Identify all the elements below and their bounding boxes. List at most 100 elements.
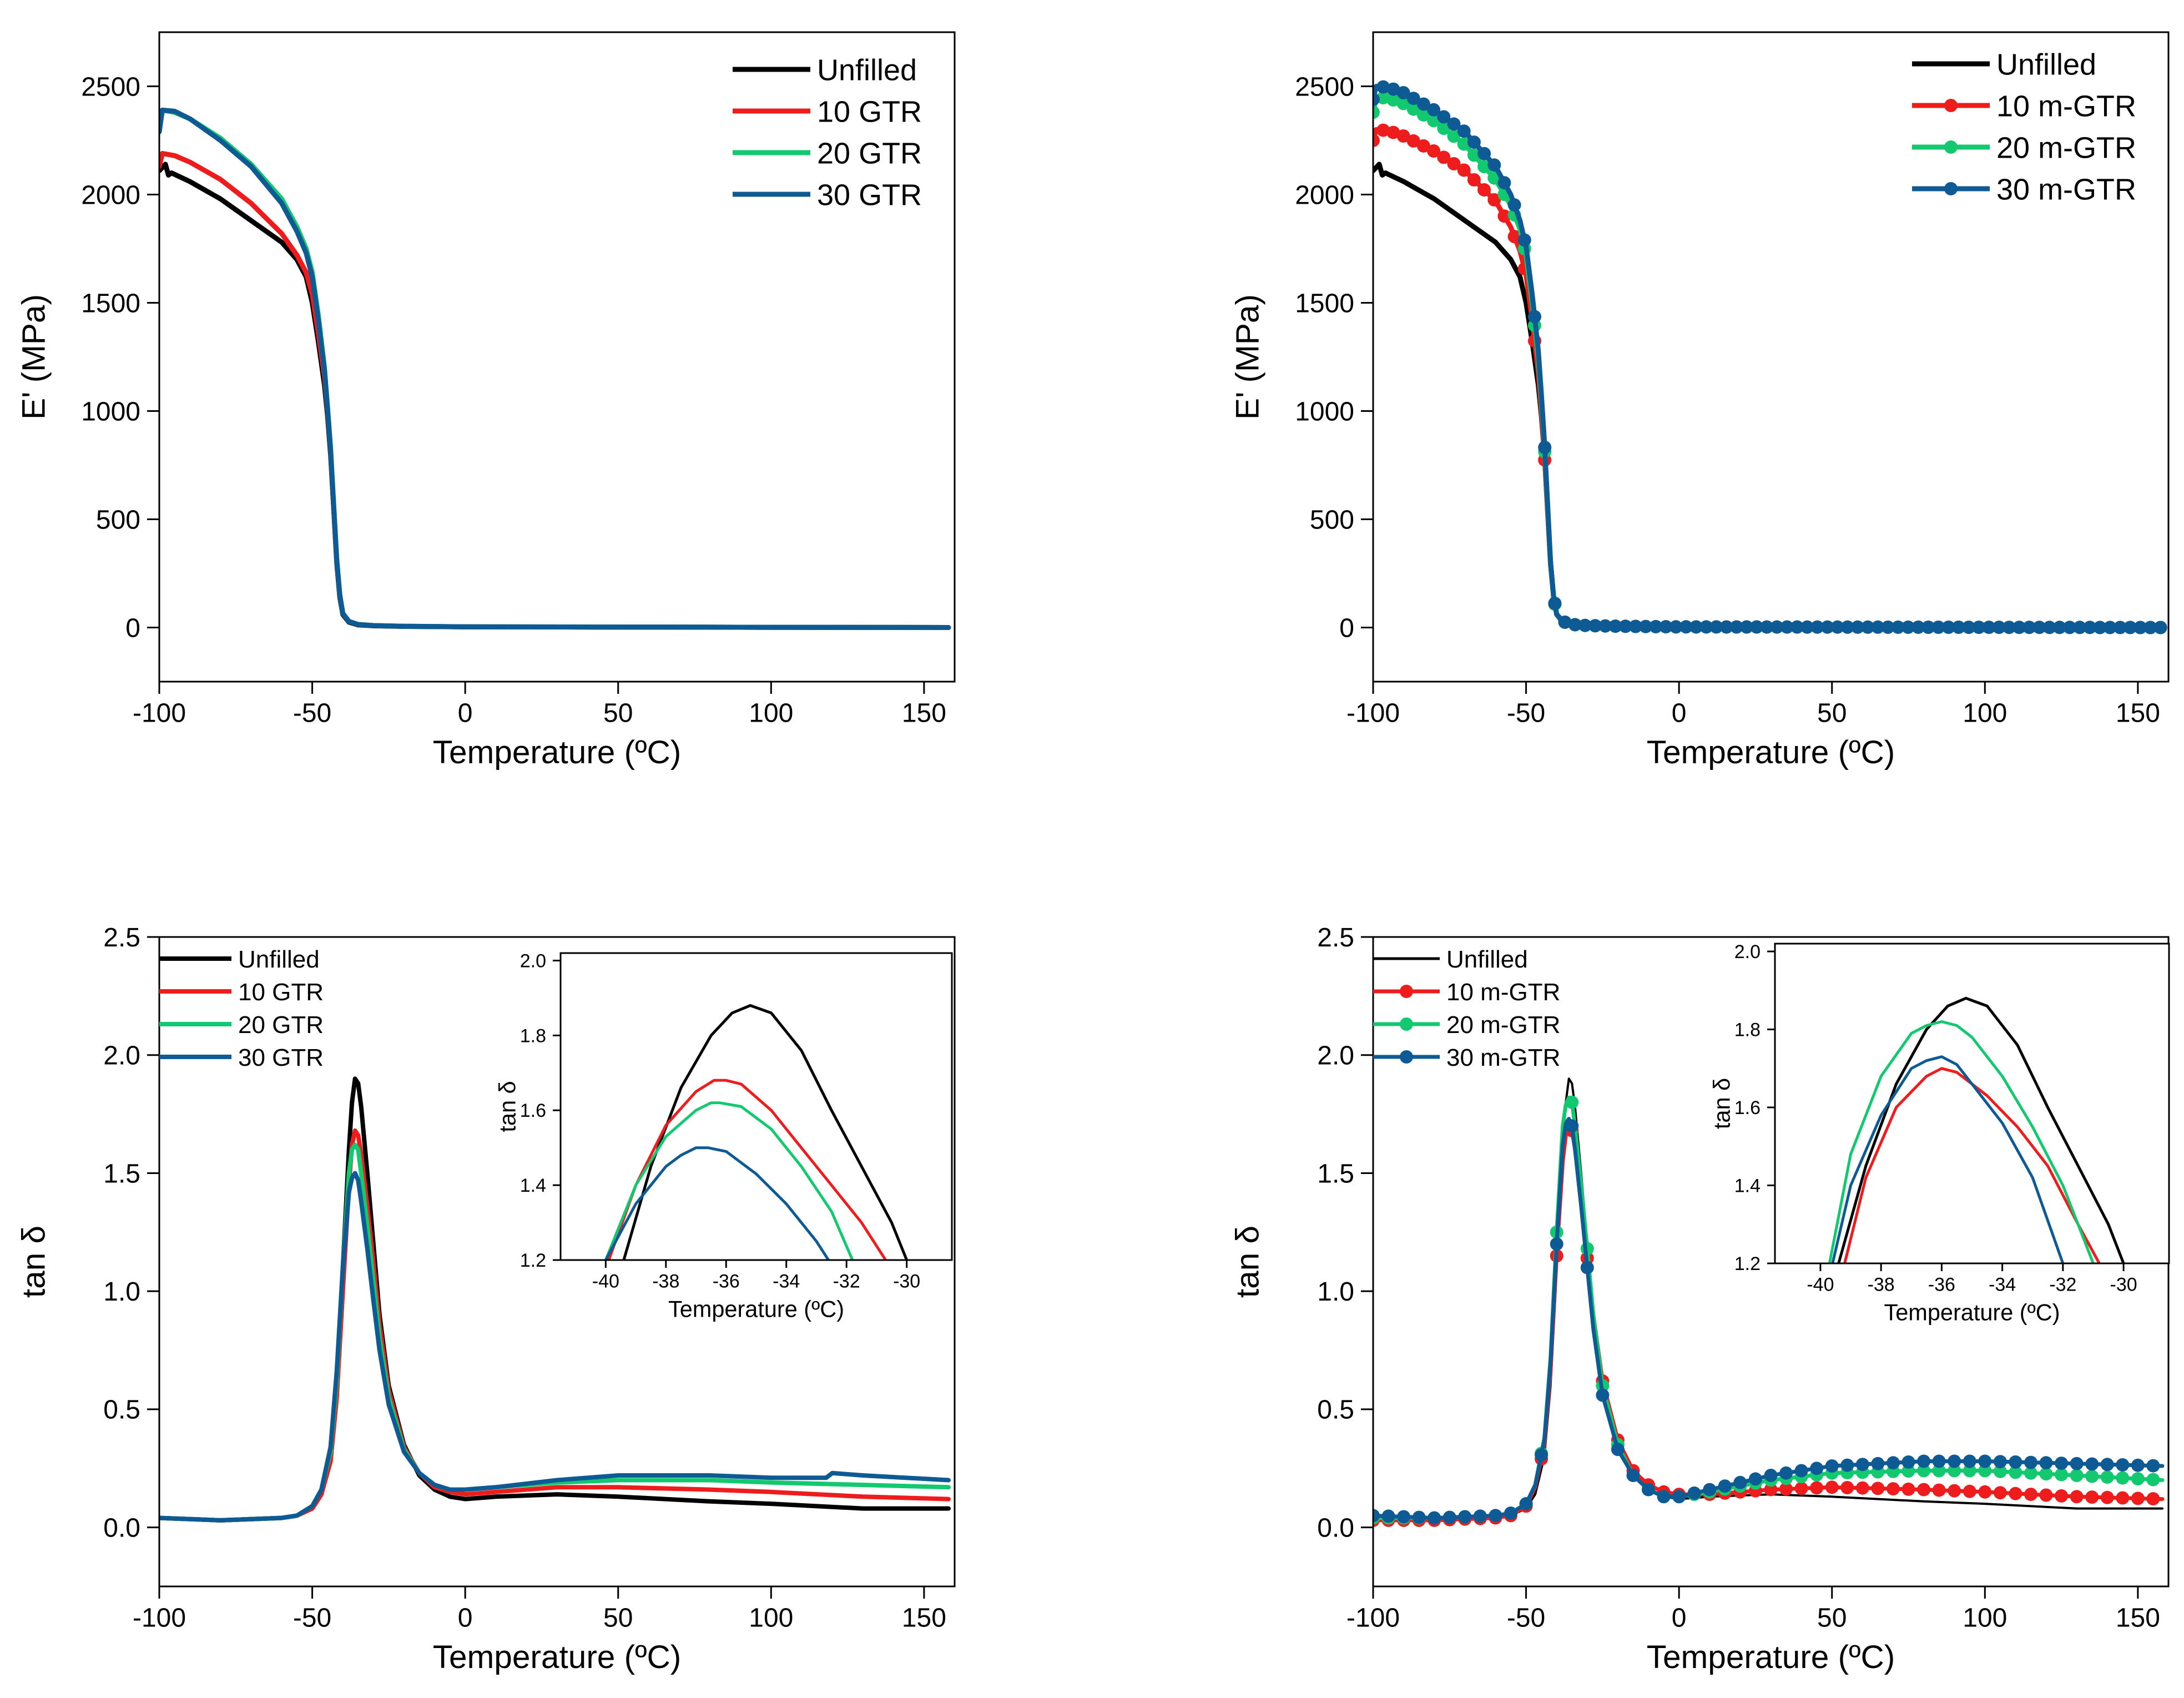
data-point <box>1978 1454 1992 1468</box>
inset-background <box>1775 944 2169 1263</box>
data-point <box>1489 1509 1502 1523</box>
data-point <box>2113 621 2127 634</box>
data-point <box>1794 1464 1808 1478</box>
data-point <box>1416 108 1430 122</box>
legend-marker <box>1400 985 1413 998</box>
x-tick-label: -32 <box>2049 1274 2076 1296</box>
data-point <box>2124 621 2137 634</box>
data-point <box>1457 124 1471 138</box>
data-point <box>1687 1486 1701 1500</box>
data-point <box>1750 620 1764 634</box>
data-point <box>1733 1475 1747 1489</box>
data-point <box>1891 620 1905 634</box>
data-point <box>1628 619 1642 633</box>
x-tick-label: -34 <box>1989 1274 2016 1296</box>
data-point <box>1487 158 1501 172</box>
data-point <box>1611 1443 1625 1457</box>
data-point <box>1467 148 1481 162</box>
data-point <box>1642 1483 1655 1497</box>
plot-area <box>1373 80 2167 634</box>
chart-bl_inset: -40 -38 -36 -34 -32 -30 1.2 1.4 1.6 1.8 2.0 Tempera… <box>494 950 953 1322</box>
legend-label: 30 m-GTR <box>1996 173 2136 206</box>
data-point <box>2024 1466 2037 1480</box>
x-tick-label: 0 <box>1672 1603 1687 1633</box>
y-axis-title: tan δ <box>494 1081 520 1132</box>
data-point <box>1507 198 1521 212</box>
plot-area <box>1373 1077 2165 1527</box>
y-tick-label: 1500 <box>81 289 140 318</box>
data-point <box>2116 1491 2130 1505</box>
data-point <box>1519 1497 1533 1511</box>
y-tick-label: 1.6 <box>520 1100 546 1121</box>
data-point <box>1608 619 1622 633</box>
data-point <box>1718 1479 1732 1493</box>
y-axis-title: E' (MPa) <box>16 294 52 420</box>
y-tick-label: 2000 <box>1295 180 1354 210</box>
data-point <box>1932 1464 1946 1478</box>
x-tick-label: -100 <box>1346 1603 1400 1633</box>
plot-frame <box>1372 31 2170 683</box>
data-point <box>1396 97 1410 110</box>
y-tick-label: 2000 <box>81 180 140 210</box>
x-tick-label: 100 <box>1963 1603 2007 1633</box>
y-tick-label: 1.5 <box>1317 1159 1354 1188</box>
data-point <box>1993 1486 2007 1500</box>
data-point <box>2055 1468 2069 1482</box>
x-tick-label: -38 <box>1868 1274 1895 1296</box>
data-point <box>2039 1488 2053 1502</box>
y-tick-label: 1.8 <box>1734 1019 1761 1040</box>
data-point <box>2100 1458 2114 1472</box>
data-point <box>1381 1509 1395 1523</box>
data-point <box>1669 620 1683 634</box>
chart-br_inset: -40 -38 -36 -34 -32 -30 1.2 1.4 1.6 1.8 2.0 Tempera… <box>1708 941 2170 1325</box>
data-point <box>1397 1510 1411 1524</box>
data-point <box>1948 1484 1961 1498</box>
data-point <box>1416 139 1430 153</box>
x-tick-label: 0 <box>458 1603 473 1633</box>
series-line <box>1828 1020 2095 1263</box>
data-point <box>1982 621 1996 634</box>
data-point <box>2146 1459 2160 1473</box>
plot-area <box>1828 996 2125 1263</box>
data-point <box>1703 1483 1717 1497</box>
x-tick-label: 50 <box>603 1603 633 1633</box>
x-tick-label: 50 <box>603 698 633 728</box>
data-point <box>2133 621 2147 634</box>
y-tick-label: 0.5 <box>103 1395 140 1425</box>
y-tick-label: 1.0 <box>103 1277 140 1307</box>
data-point <box>1373 92 1380 106</box>
y-tick-label: 2.5 <box>1317 923 1354 953</box>
data-point <box>1447 157 1461 170</box>
data-point <box>1699 620 1713 634</box>
x-tick-label: 100 <box>749 698 793 728</box>
y-axis-title: E' (MPa) <box>1230 294 1266 420</box>
x-tick-label: 100 <box>749 1603 793 1633</box>
chart-tl: -100 -50 0 50 100 15005001000150020002500Temp… <box>16 31 956 770</box>
data-point <box>1972 621 1986 634</box>
x-tick-label: -36 <box>713 1271 740 1292</box>
data-point <box>1941 621 1955 634</box>
x-axis-title: Temperature (ºC) <box>1884 1299 2060 1325</box>
data-point <box>1396 86 1410 99</box>
y-tick-label: 1.4 <box>520 1175 546 1196</box>
plot-area <box>604 1004 909 1260</box>
legend-marker <box>1944 99 1958 112</box>
data-point <box>1412 1510 1426 1524</box>
legend-label: 20 GTR <box>817 137 922 170</box>
x-axis-title: Temperature (ºC) <box>668 1296 844 1322</box>
series-line <box>604 1146 830 1260</box>
data-point <box>1810 1481 1824 1495</box>
data-point <box>1851 620 1864 634</box>
data-point <box>1659 620 1673 634</box>
data-point <box>2103 621 2117 634</box>
legend-label: 10 m-GTR <box>1446 979 1560 1006</box>
data-point <box>1679 620 1693 634</box>
data-point <box>1921 621 1935 634</box>
data-point <box>1951 621 1965 634</box>
data-point <box>1825 1480 1839 1494</box>
data-point <box>1447 129 1461 143</box>
series-line <box>1843 1067 2101 1263</box>
legend-label: 20 m-GTR <box>1996 131 2136 164</box>
series-line <box>159 107 951 630</box>
x-axis-title: Temperature (ºC) <box>433 734 682 770</box>
